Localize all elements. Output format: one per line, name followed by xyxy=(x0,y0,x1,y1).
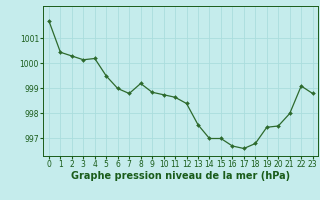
X-axis label: Graphe pression niveau de la mer (hPa): Graphe pression niveau de la mer (hPa) xyxy=(71,171,290,181)
